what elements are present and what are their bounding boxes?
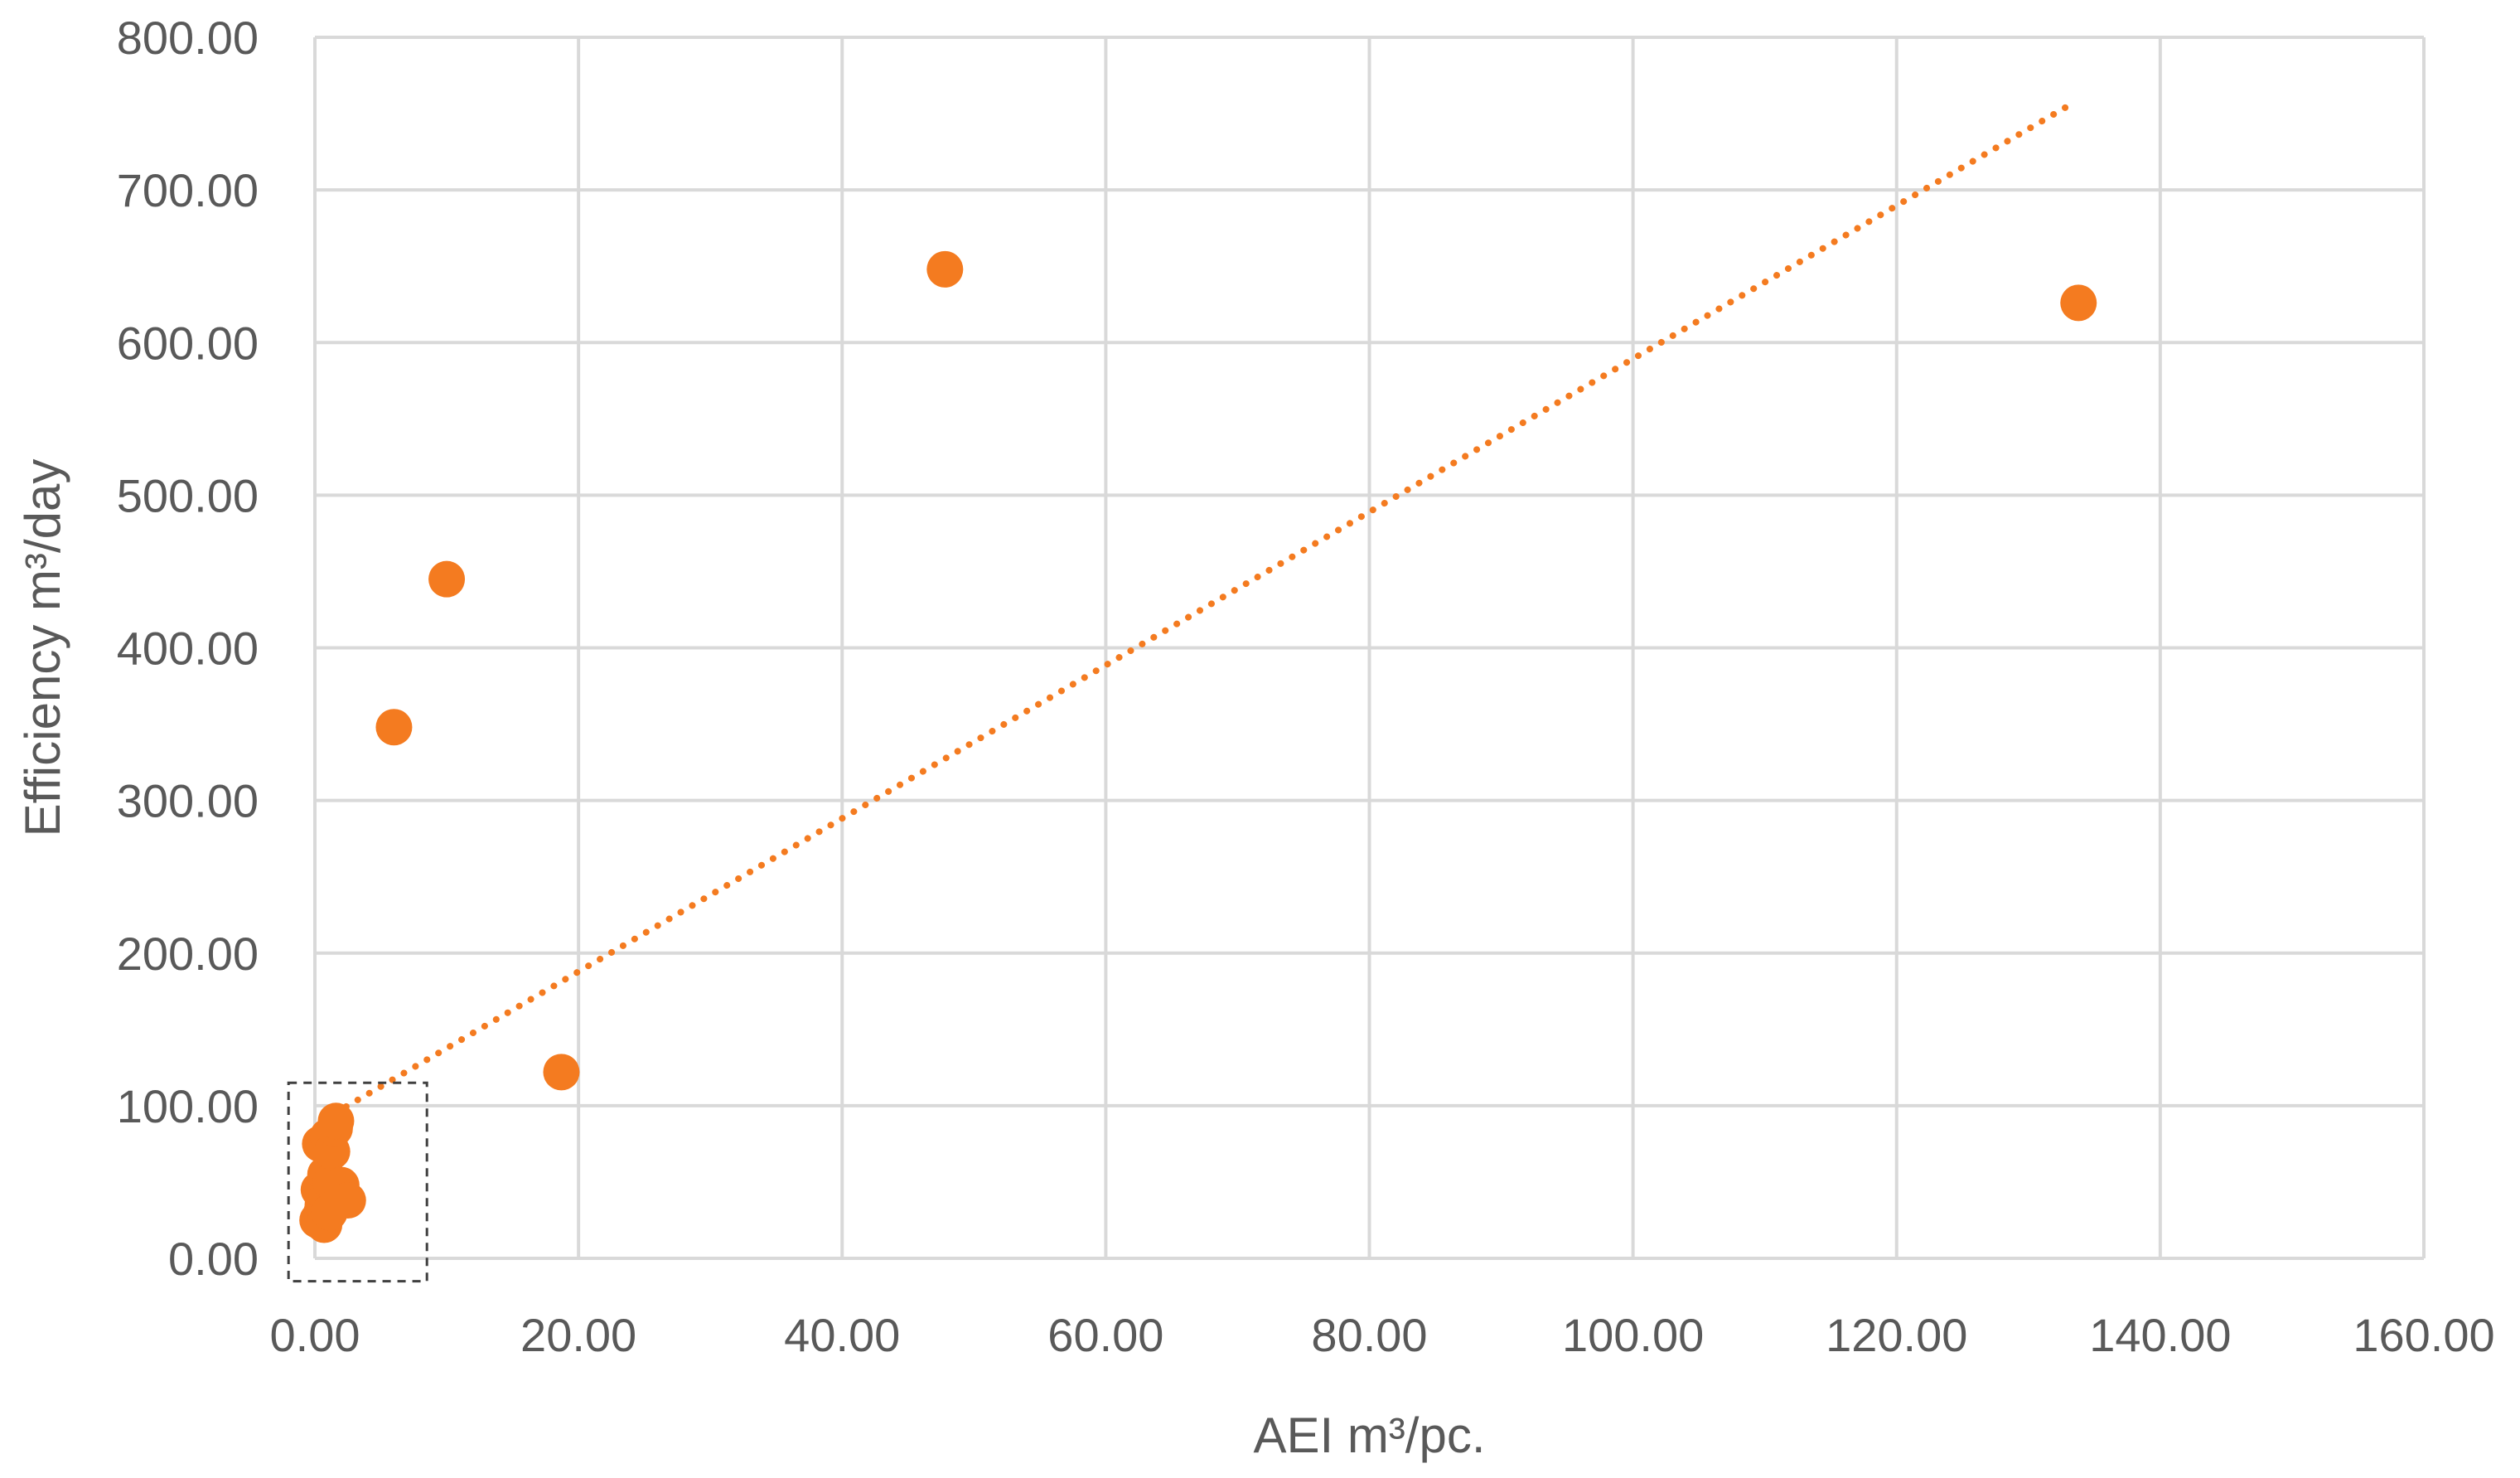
x-tick-label: 160.00: [2353, 1309, 2494, 1361]
y-tick-label: 300.00: [117, 775, 259, 827]
x-axis-ticks: 0.00 20.00 40.00 60.00 80.00 100.00 120.00 140.…: [270, 1309, 2495, 1361]
data-point: [926, 250, 964, 288]
data-point: [375, 709, 413, 746]
x-tick-label: 120.00: [1826, 1309, 1967, 1361]
y-tick-label: 200.00: [117, 928, 259, 980]
trendline: [331, 98, 2080, 1117]
data-point: [2060, 284, 2097, 322]
x-tick-label: 60.00: [1047, 1309, 1163, 1361]
x-tick-label: 20.00: [520, 1309, 636, 1361]
data-points: [299, 250, 2097, 1243]
y-tick-label: 0.00: [168, 1233, 259, 1285]
x-tick-label: 40.00: [784, 1309, 900, 1361]
y-axis-title: Efficiency m³/day: [15, 459, 70, 837]
highlight-box-layer: [287, 1081, 428, 1283]
y-tick-label: 700.00: [117, 164, 259, 216]
data-point: [329, 1182, 366, 1219]
x-tick-label: 140.00: [2089, 1309, 2231, 1361]
data-point: [428, 560, 466, 598]
grid: [313, 36, 2426, 1260]
y-axis-ticks: 0.00 100.00 200.00 300.00 400.00 500.00 600.00…: [117, 12, 259, 1285]
y-tick-label: 100.00: [117, 1080, 259, 1132]
y-tick-label: 800.00: [117, 12, 259, 64]
data-point: [317, 1102, 355, 1140]
y-tick-label: 500.00: [117, 469, 259, 521]
x-tick-label: 0.00: [270, 1309, 360, 1361]
x-axis-title: AEI m³/pc.: [1253, 1408, 1485, 1463]
x-tick-label: 100.00: [1562, 1309, 1704, 1361]
highlight-box: [287, 1081, 428, 1283]
trendline-layer: [331, 98, 2080, 1117]
y-tick-label: 400.00: [117, 623, 259, 675]
y-tick-label: 600.00: [117, 317, 259, 369]
data-point: [543, 1054, 580, 1091]
x-tick-label: 80.00: [1311, 1309, 1427, 1361]
